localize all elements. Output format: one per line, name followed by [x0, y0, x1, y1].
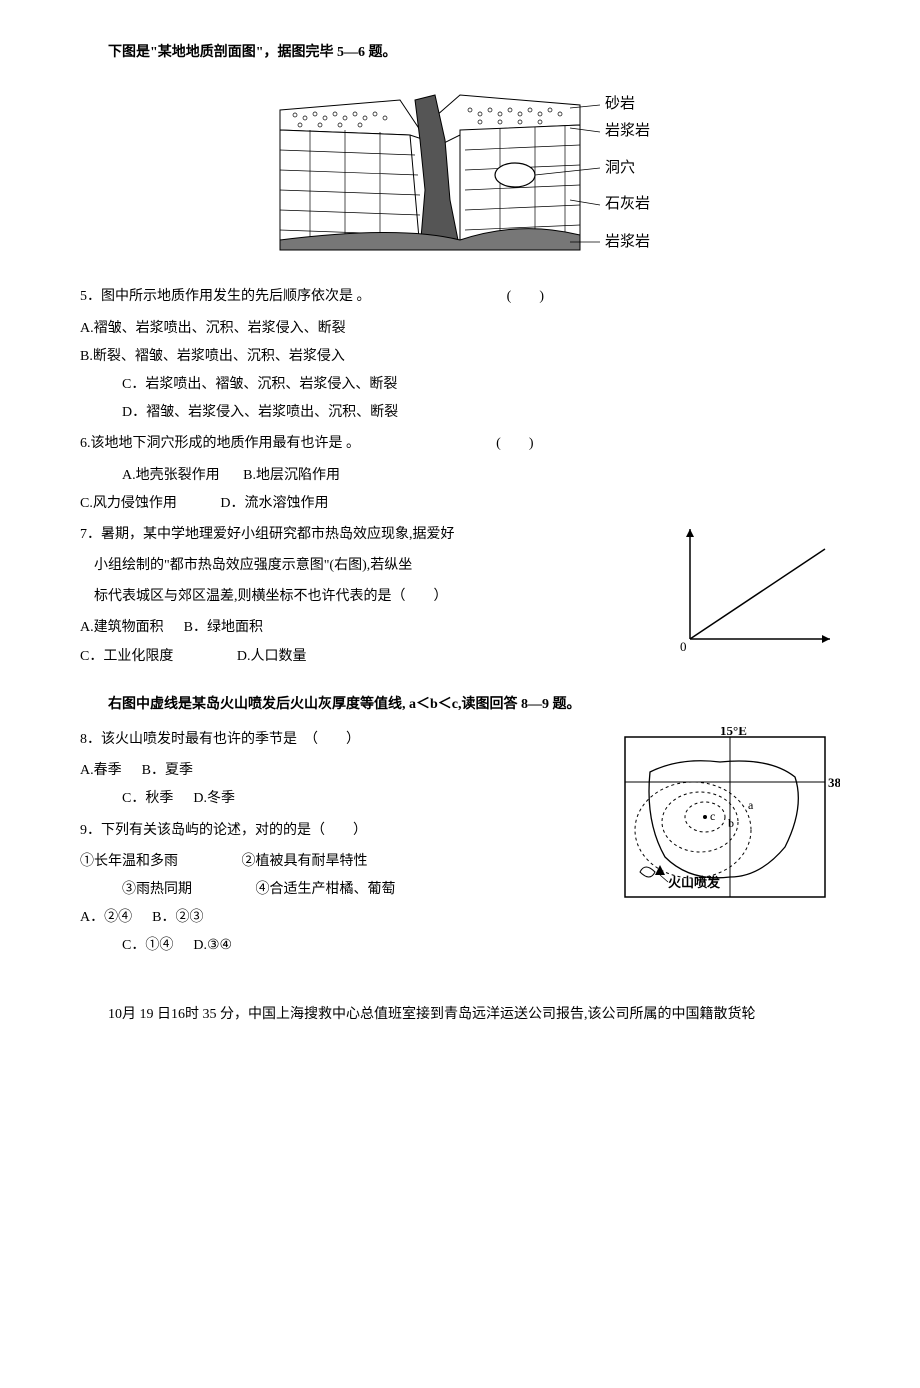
q6-stem-text: 6.该地地下洞穴形成的地质作用最有也许是 。 — [80, 436, 360, 451]
q6-opt-c: C.风力侵蚀作用 — [80, 496, 177, 511]
q8-opt-b: B．夏季 — [142, 763, 193, 778]
q5-opt-c: C．岩浆喷出、褶皱、沉积、岩浆侵入、断裂 — [80, 372, 840, 397]
q6-opts-row1: A.地壳张裂作用 B.地层沉陷作用 — [80, 463, 840, 488]
q7-opt-b: B．绿地面积 — [184, 620, 263, 635]
figure-geology: 砂岩 岩浆岩 洞穴 石灰岩 岩浆岩 — [80, 80, 840, 269]
map-label-c: c — [710, 809, 715, 823]
q8-opt-d: D.冬季 — [193, 791, 235, 806]
q5-opt-d: D．褶皱、岩浆侵入、岩浆喷出、沉积、断裂 — [80, 400, 840, 425]
q5-stem: 5．图中所示地质作用发生的先后顺序依次是 。 ( ) — [80, 284, 840, 309]
q7-opt-c: C．工业化限度 — [80, 649, 173, 664]
q8-opt-a: A.春季 — [80, 763, 122, 778]
q9-opt-b: B．②③ — [152, 910, 203, 925]
map-label-a: a — [748, 798, 754, 812]
intro-text-1: 下图是"某地地质剖面图"，据图完毕 5—6 题。 — [80, 40, 840, 65]
figure-island-map: 15°E 38°N a b c 火山喷发 — [620, 727, 840, 926]
q8-opt-c: C．秋季 — [122, 791, 173, 806]
map-label-b: b — [728, 816, 734, 830]
q6-opts-row2: C.风力侵蚀作用 D．流水溶蚀作用 — [80, 491, 840, 516]
q6-opt-a: A.地壳张裂作用 — [122, 468, 220, 483]
q6-stem: 6.该地地下洞穴形成的地质作用最有也许是 。 ( ) — [80, 431, 840, 456]
figure-axis: 0 — [660, 519, 840, 668]
q7-opt-a: A.建筑物面积 — [80, 620, 164, 635]
final-paragraph: 10月 19 日16时 35 分，中国上海搜救中心总值班室接到青岛远洋运送公司报… — [80, 1002, 840, 1027]
label-cave: 洞穴 — [605, 159, 635, 176]
intro-text-2: 右图中虚线是某岛火山喷发后火山灰厚度等值线, a＜b＜c,读图回答 8—9 题。 — [80, 692, 840, 717]
q9-item-4: ④合适生产柑橘、葡萄 — [256, 882, 396, 897]
q9-opt-c: C．①④ — [122, 938, 173, 953]
map-lat-label: 38°N — [828, 775, 840, 790]
q5-stem-text: 5．图中所示地质作用发生的先后顺序依次是 。 — [80, 289, 371, 304]
map-lon-label: 15°E — [720, 727, 747, 738]
q6-opt-d: D．流水溶蚀作用 — [220, 496, 328, 511]
axis-origin: 0 — [680, 639, 687, 654]
label-sandstone: 砂岩 — [605, 95, 635, 112]
q9-item-1: ①长年温和多雨 — [80, 854, 178, 869]
q9-opt-d: D.③④ — [193, 938, 232, 953]
q7-opt-d: D.人口数量 — [237, 649, 307, 664]
q5-opt-b: B.断裂、褶皱、岩浆喷出、沉积、岩浆侵入 — [80, 344, 840, 369]
q9-item-2: ②植被具有耐旱特性 — [242, 854, 368, 869]
q9-opt-a: A．②④ — [80, 910, 132, 925]
q5-paren: ( ) — [374, 284, 544, 309]
label-limestone: 石灰岩 — [605, 195, 650, 212]
q6-opt-b: B.地层沉陷作用 — [243, 468, 340, 483]
label-magma-2: 岩浆岩 — [605, 232, 650, 250]
q9-opts-row2: C．①④ D.③④ — [80, 933, 840, 958]
q6-paren: ( ) — [364, 431, 534, 456]
q5-opt-a: A.褶皱、岩浆喷出、沉积、岩浆侵入、断裂 — [80, 316, 840, 341]
label-magma-1: 岩浆岩 — [605, 121, 650, 139]
q9-item-3: ③雨热同期 — [122, 882, 192, 897]
map-volcano-label: 火山喷发 — [668, 875, 721, 890]
